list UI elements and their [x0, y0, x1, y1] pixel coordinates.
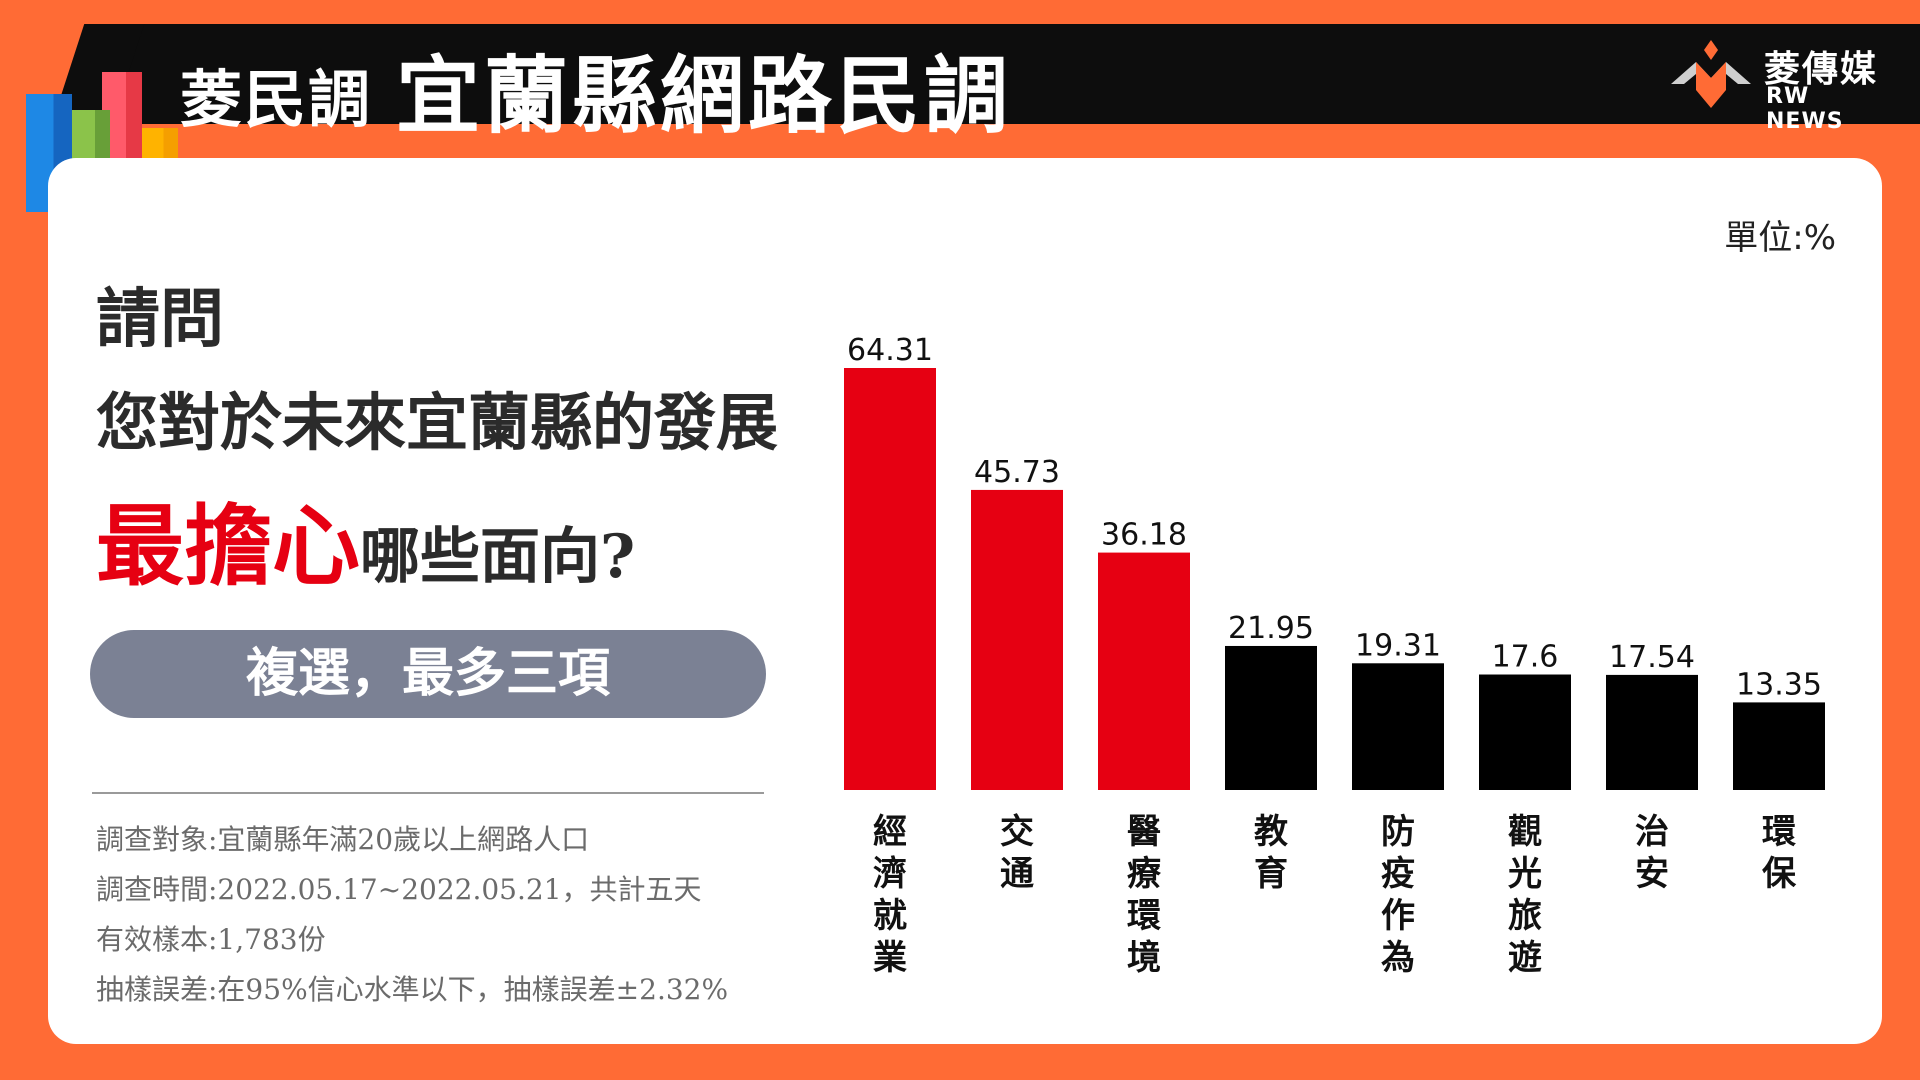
bar-value-label: 13.35 — [1736, 667, 1822, 702]
brand-name: 菱傳媒 — [1764, 49, 1879, 90]
question-text: 您對於未來宜蘭縣的發展 — [96, 386, 779, 459]
survey-error: 抽樣誤差:在95%信心水準以下，抽樣誤差±2.32% — [96, 973, 729, 1006]
bar-3 — [1225, 645, 1317, 790]
question-rest: 哪些面向? — [360, 522, 636, 592]
brand-logo: 菱傳媒 RW NEWS — [1666, 34, 1886, 134]
question-highlight-line: 最擔心哪些面向? — [96, 476, 635, 603]
category-label: 醫療環境 — [1127, 812, 1162, 978]
category-label: 經濟就業 — [873, 812, 907, 978]
bar-value-label: 19.31 — [1355, 628, 1441, 663]
bar-1 — [971, 489, 1063, 790]
bar-2 — [1098, 552, 1190, 790]
bar-5 — [1479, 674, 1571, 790]
bar-value-label: 17.6 — [1492, 640, 1559, 675]
bar-value-label: 64.31 — [847, 333, 933, 368]
bar-6 — [1606, 674, 1698, 790]
brand-subtitle: RW NEWS — [1766, 84, 1844, 134]
survey-sample: 有效樣本:1,783份 — [96, 923, 326, 956]
question-lead: 請問 — [96, 282, 224, 357]
category-label: 環保 — [1762, 812, 1797, 894]
page-title: 宜蘭縣網路民調 — [396, 47, 1013, 145]
bar-0 — [844, 368, 936, 790]
multi-select-note: 複選，最多三項 — [90, 630, 766, 718]
question-highlight: 最擔心 — [96, 494, 361, 598]
survey-target: 調查對象:宜蘭縣年滿20歲以上網路人口 — [96, 823, 590, 856]
series-label: 菱民調 — [180, 63, 373, 136]
bar-value-label: 36.18 — [1101, 518, 1187, 553]
bar-value-label: 45.73 — [974, 455, 1060, 490]
bar-value-label: 21.95 — [1228, 611, 1314, 646]
survey-period: 調查時間:2022.05.17~2022.05.21，共計五天 — [96, 873, 702, 906]
unit-label: 單位:% — [1724, 218, 1836, 258]
category-label: 教育 — [1254, 812, 1288, 894]
header-bar — [98, 24, 1920, 124]
category-label: 交通 — [1000, 812, 1034, 894]
brand-mark-icon — [1671, 40, 1751, 108]
bar-value-label: 17.54 — [1609, 640, 1695, 675]
category-label: 治安 — [1635, 812, 1669, 894]
bar-4 — [1352, 663, 1444, 790]
bar-chart: 64.31 經濟就業 45.73 交通 36.18 醫療環境 21.95 教育 19.31 防疫作… — [844, 333, 1825, 978]
category-label: 觀光旅遊 — [1508, 812, 1542, 978]
divider — [92, 792, 764, 794]
content-card: 單位:% 請問 您對於未來宜蘭縣的發展 最擔心哪些面向? 複選，最多三項 調查對… — [48, 158, 1882, 1044]
bar-7 — [1733, 702, 1825, 790]
category-label: 防疫作為 — [1381, 812, 1415, 978]
